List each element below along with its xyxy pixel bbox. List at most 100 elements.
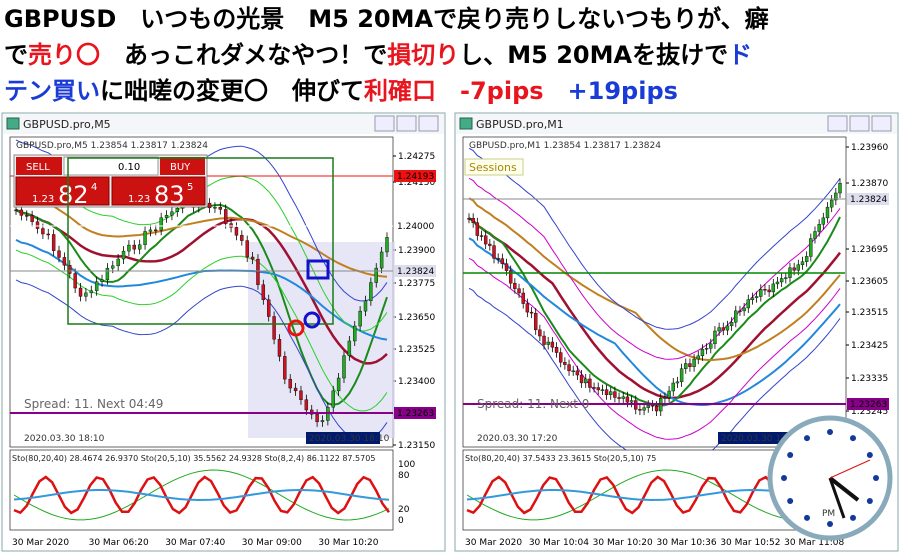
time-label: 30 Mar 10:36	[657, 538, 717, 548]
time-label: 30 Mar 10:52	[720, 538, 780, 548]
sto-tick-label: 100	[398, 460, 415, 470]
window-title: GBPUSD.pro,M5	[23, 118, 111, 131]
candle-body	[742, 307, 746, 312]
window-min-button[interactable]	[374, 115, 395, 132]
candle-body	[629, 400, 634, 403]
date-box-label: 2020.03.30 18:10	[309, 434, 390, 444]
window-min-button[interactable]	[827, 115, 848, 132]
price-tick-label: 1.23960	[851, 143, 888, 153]
candle-body	[667, 390, 671, 398]
clock-minute	[828, 477, 846, 519]
time-label: 30 Mar 11:08	[784, 538, 844, 548]
indicator-line	[15, 208, 388, 365]
buy-price-frac: 5	[187, 182, 193, 193]
candle-body	[542, 335, 546, 345]
candle-body	[654, 405, 659, 412]
candle-body	[559, 352, 563, 363]
header-text: 利確口	[364, 77, 436, 105]
candle-body	[809, 238, 813, 257]
indicator-line	[468, 197, 841, 362]
sell-price-button[interactable]	[15, 176, 110, 206]
sto-tick-label: 0	[398, 516, 404, 526]
candle-body	[379, 251, 384, 269]
candle-body	[475, 222, 480, 236]
indicator-line	[13, 475, 390, 515]
candle-body	[517, 288, 521, 294]
title-bar	[3, 114, 444, 134]
candle-body	[137, 244, 142, 250]
candle-body	[347, 340, 352, 356]
window-close-button[interactable]	[418, 115, 439, 132]
time-label: 30 Mar 06:20	[89, 538, 149, 548]
candle-body	[763, 289, 767, 291]
candle-body	[89, 290, 93, 294]
candle-body	[696, 355, 700, 360]
candle-body	[813, 231, 817, 239]
candle-body	[245, 240, 249, 258]
candle-body	[604, 389, 609, 395]
price-mark-label: 1.23263	[397, 409, 434, 419]
price-tick-label: 1.23900	[398, 246, 435, 256]
candle-body	[320, 420, 325, 423]
candle-body	[30, 215, 34, 222]
sell-price-big: 1.23	[32, 194, 54, 205]
candle-body	[148, 229, 153, 232]
clock-pm: PM	[822, 509, 835, 519]
sessions-box	[464, 158, 524, 176]
candle-body	[500, 258, 505, 264]
candle-body	[267, 299, 271, 317]
candle-body	[679, 368, 684, 383]
indicator-line	[13, 488, 390, 502]
candle-body	[784, 277, 788, 279]
window-max-button[interactable]	[849, 115, 870, 132]
window-max-button[interactable]	[396, 115, 417, 132]
candle-body	[767, 289, 771, 293]
time-label: 30 Mar 07:40	[165, 538, 225, 548]
time-label: 30 Mar 09:00	[242, 538, 302, 548]
price-tick-label: 1.23515	[851, 308, 888, 318]
clock-dot	[781, 475, 787, 481]
header-text: GBPUSD いつもの光景 M5 20MAで戻り売りしないつもりが、癖	[4, 5, 769, 33]
date-label: 2020.03.30 18:10	[24, 434, 105, 444]
candle-body	[385, 237, 389, 253]
candle-body	[663, 397, 667, 399]
sto-tick-label: 20	[398, 505, 410, 515]
candle-body	[143, 231, 147, 245]
indicator-line	[15, 203, 388, 406]
candle-body	[363, 300, 368, 312]
candle-body	[834, 192, 838, 201]
candle-body	[127, 244, 131, 252]
header-text: 損切り	[387, 41, 459, 69]
date-label: 2020.03.30 17:20	[477, 434, 558, 444]
indicator-line	[13, 469, 390, 521]
candle-body	[533, 312, 538, 331]
window-close-button[interactable]	[871, 115, 892, 132]
annotation-box	[67, 157, 334, 325]
candle-body	[504, 263, 509, 271]
indicator-line	[468, 217, 841, 400]
price-mark-label: 1.23263	[850, 400, 887, 410]
buy-price-button[interactable]	[111, 176, 206, 206]
candle-body	[78, 287, 83, 297]
clock-hour	[828, 476, 860, 502]
candle-body	[111, 265, 115, 269]
sto-panel	[9, 449, 394, 531]
price-mark-label: 1.24000	[397, 222, 434, 232]
price-mark-box	[394, 407, 436, 419]
clock-dot	[873, 475, 879, 481]
sell-button[interactable]	[16, 157, 62, 175]
left-window: GBPUSD.pro,M5 1.24275 1.24150 1.23900 1.2377…	[1, 112, 446, 552]
candle-body	[331, 390, 335, 408]
candle-body	[825, 206, 830, 219]
lot-input[interactable]	[63, 156, 159, 176]
indicator-line	[468, 237, 841, 407]
window-icon	[459, 117, 473, 130]
clock-dot	[850, 514, 856, 521]
candle-body	[734, 310, 738, 323]
candle-body	[617, 397, 621, 399]
buy-button[interactable]	[160, 157, 205, 175]
header-text: ド	[728, 41, 752, 69]
candle-body	[571, 370, 575, 373]
candle-body	[729, 322, 734, 327]
candle-body	[792, 267, 796, 271]
